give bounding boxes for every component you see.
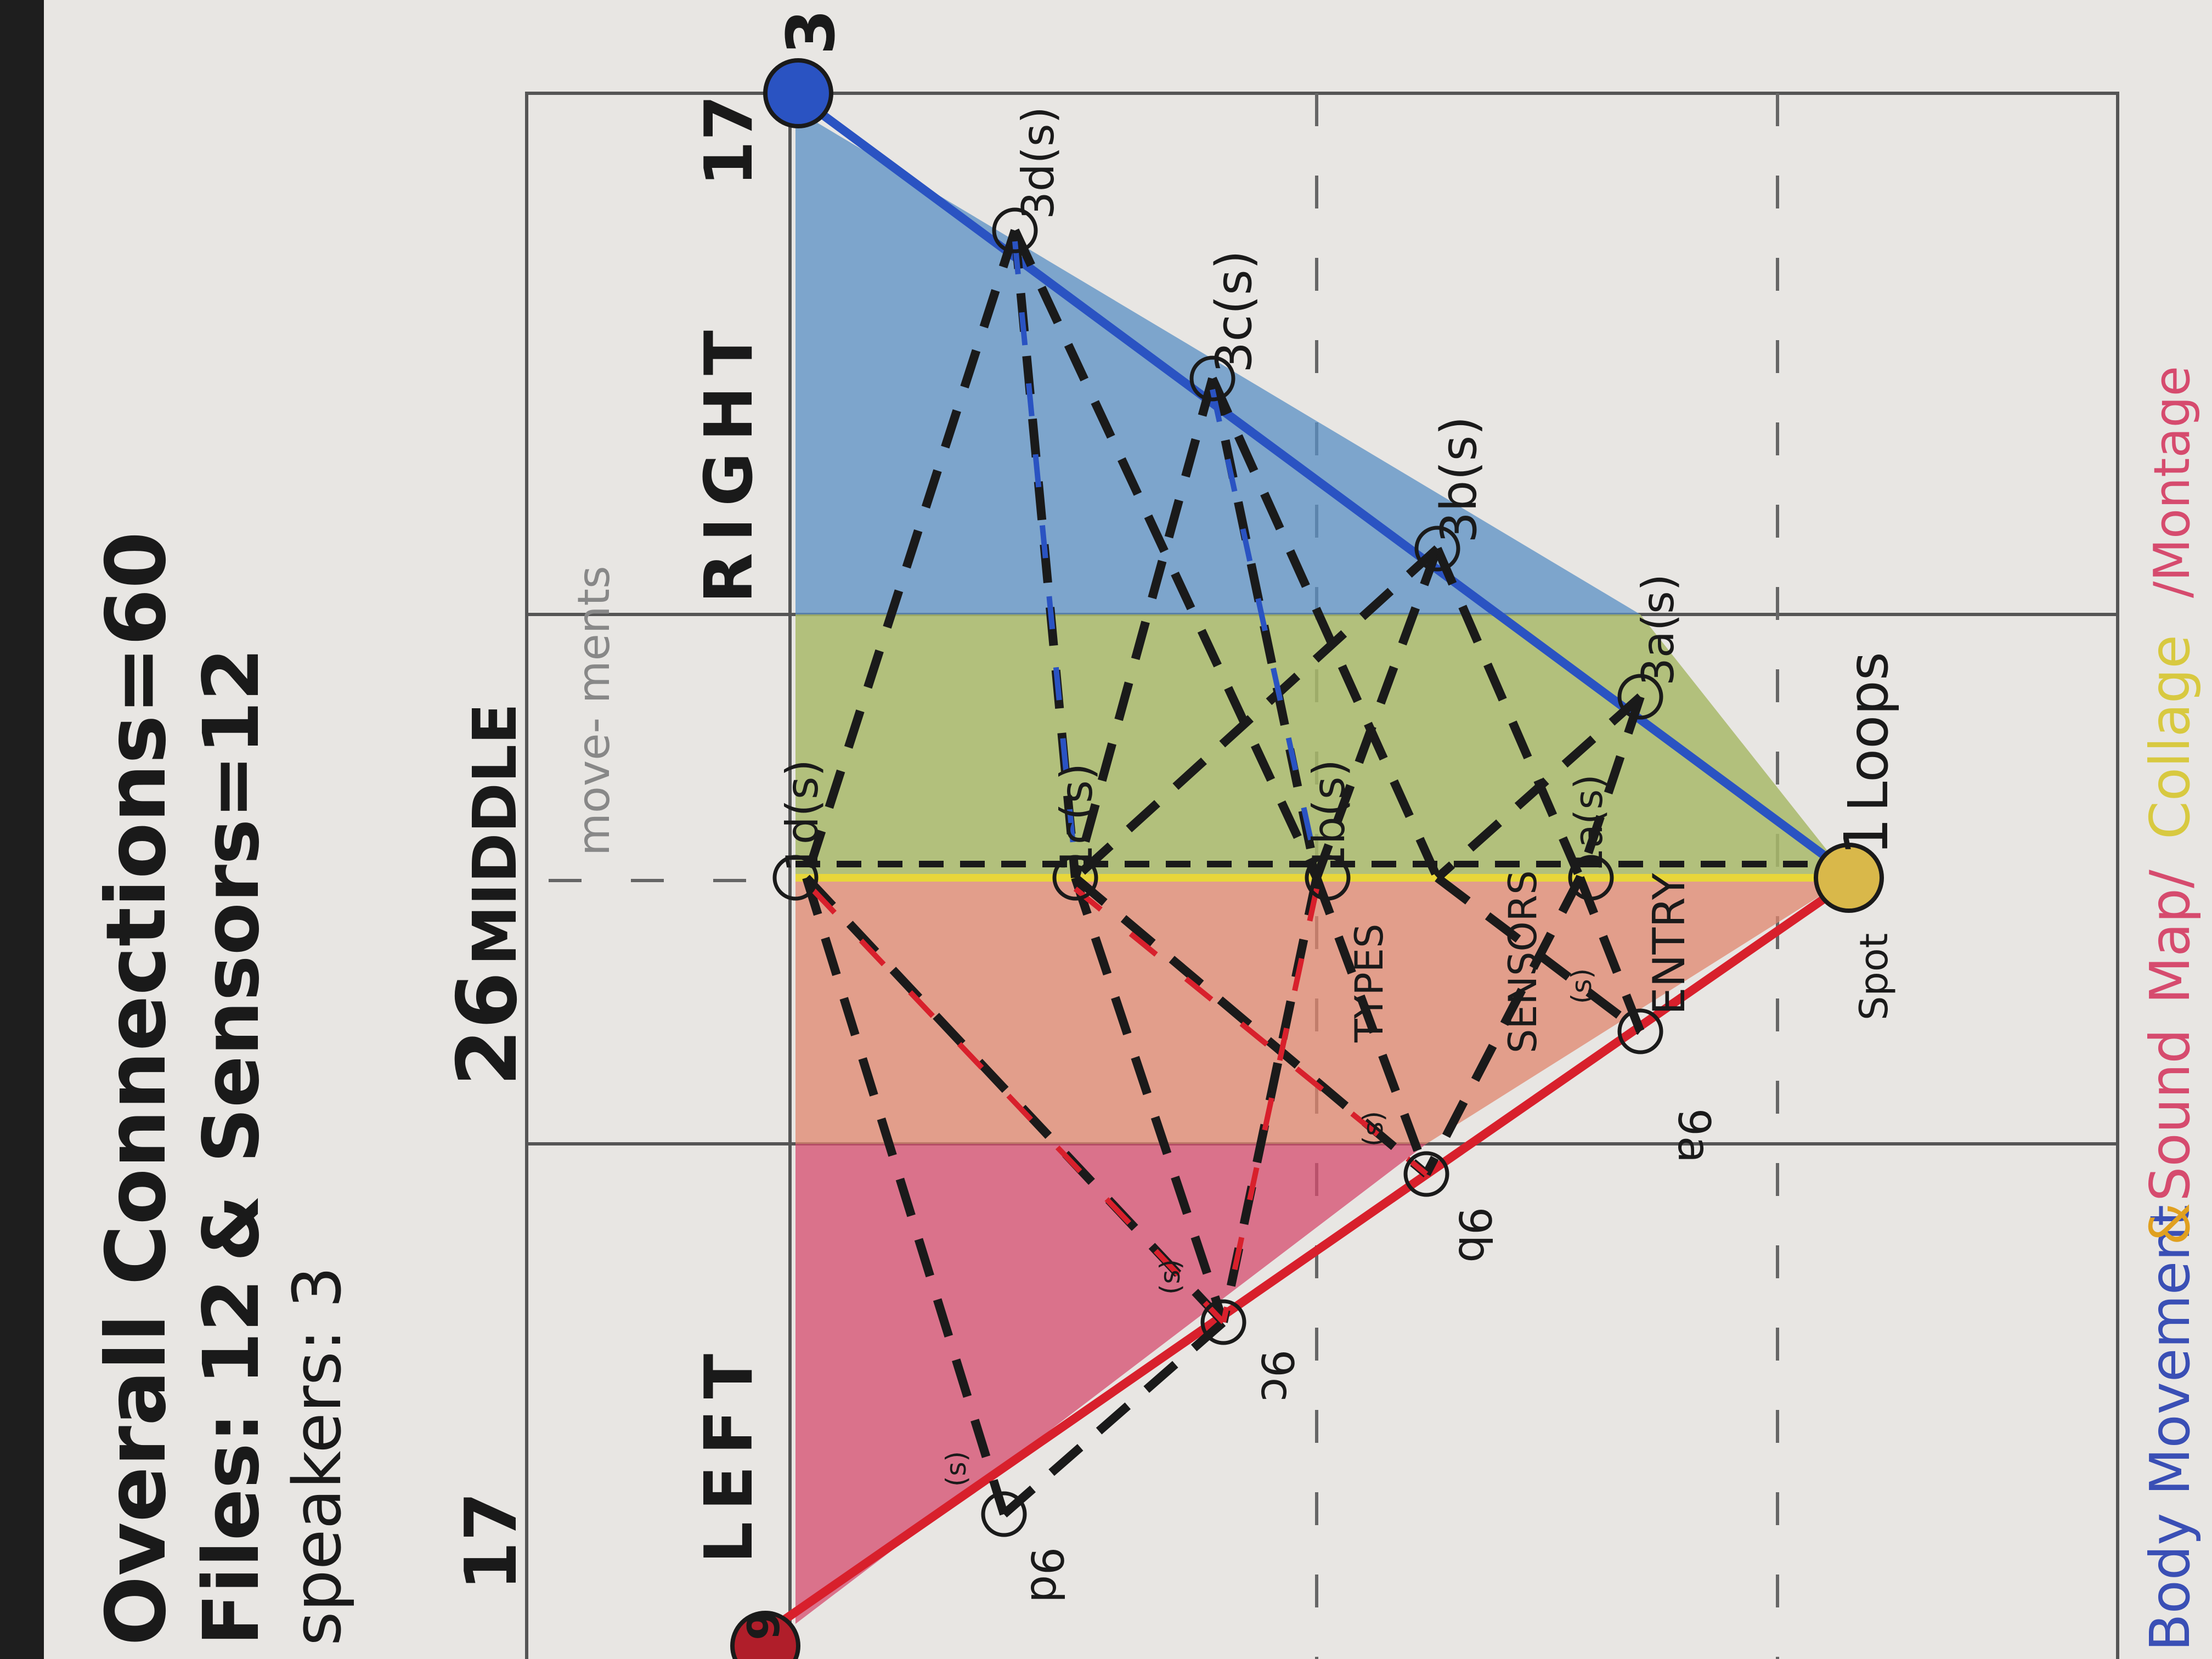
label-3b: 3b(s) [1430, 416, 1488, 543]
node-1a [1568, 855, 1614, 901]
mark-s-2: (s) [1154, 1259, 1186, 1295]
node-3b [1414, 526, 1460, 572]
right-zone-fill [795, 110, 1640, 614]
apex-node [1814, 843, 1884, 913]
label-26: 26 [440, 972, 535, 1086]
node-9b [1403, 1151, 1449, 1197]
label-apex-count: 1 [1831, 817, 1901, 856]
legend-collage: Collage [2138, 635, 2202, 839]
label-types: TYPES [1347, 924, 1392, 1043]
label-bottom-corner: 9 [738, 1610, 789, 1640]
connection-lines-blue [1012, 241, 1319, 868]
legend-amp: & [2138, 1203, 2202, 1245]
label-9b: 9b [1449, 1207, 1500, 1263]
header-files: Files: 12 [187, 1279, 276, 1646]
node-9c [1200, 1299, 1246, 1345]
label-apex-spot: Spot [1852, 933, 1897, 1020]
node-circles [772, 207, 1663, 1537]
guide-dashes [549, 93, 1779, 1659]
label-3c: 3c(s) [1205, 250, 1263, 373]
label-sensors-note: SENSORS [1500, 870, 1545, 1053]
node-1b [1305, 855, 1351, 901]
header-sensors: Sensors=12 [187, 648, 276, 1163]
label-right: RIGHT [691, 319, 768, 603]
node-3a [1617, 674, 1663, 720]
label-entry: ENTRY [1644, 872, 1695, 1015]
label-1c: 1c(s) [1051, 763, 1102, 872]
label-3d: 3d(s) [1013, 106, 1064, 219]
node-9d [981, 1491, 1027, 1537]
label-1b: 1b(s) [1304, 759, 1355, 872]
left-edge-red [760, 874, 1857, 1639]
node-1c [1052, 855, 1098, 901]
legend-sound: Sound [2138, 1029, 2202, 1201]
legend-montage: /Montage [2143, 366, 2201, 598]
top-corner-node [763, 58, 833, 128]
node-1d [772, 855, 819, 901]
header-speakers: speakers: 3 [280, 1266, 356, 1646]
connection-lines-red [810, 887, 1429, 1324]
node-3d [992, 207, 1038, 253]
label-9c: 9c [1251, 1350, 1302, 1402]
label-1d: 1d(s) [777, 759, 828, 872]
label-middle: MIDDLE [460, 703, 530, 966]
right-edge-blue [798, 95, 1857, 882]
mark-s-3: (s) [940, 1451, 972, 1487]
legend-body: Body Movement [2138, 1205, 2202, 1651]
bottom-corner-node [730, 1611, 800, 1659]
header-and: & [187, 1195, 276, 1262]
label-9a: 9a [1668, 1108, 1719, 1163]
label-17-right: 17 [691, 95, 768, 187]
middle-orange-fill [795, 878, 1849, 1144]
label-apex-loops: Loops [1836, 652, 1900, 812]
label-17-left: 17 [449, 1492, 533, 1591]
node-9a [1617, 1008, 1663, 1054]
grid-outline [525, 92, 2119, 1659]
label-top-corner: 3 [774, 9, 850, 55]
mark-s-1: (s) [1357, 1111, 1389, 1147]
label-movements: move- ments [568, 566, 619, 856]
label-9d: 9d [1021, 1547, 1072, 1603]
node-3c [1189, 356, 1235, 402]
mark-s-4: (s) [1566, 968, 1598, 1004]
header-overall: Overall Connections=60 [89, 532, 184, 1646]
label-3a: 3a(s) [1633, 574, 1684, 686]
label-1a: 1a(s) [1566, 774, 1611, 872]
legend-map: Map/ [2138, 870, 2202, 1004]
label-left: LEFT [691, 1343, 768, 1564]
